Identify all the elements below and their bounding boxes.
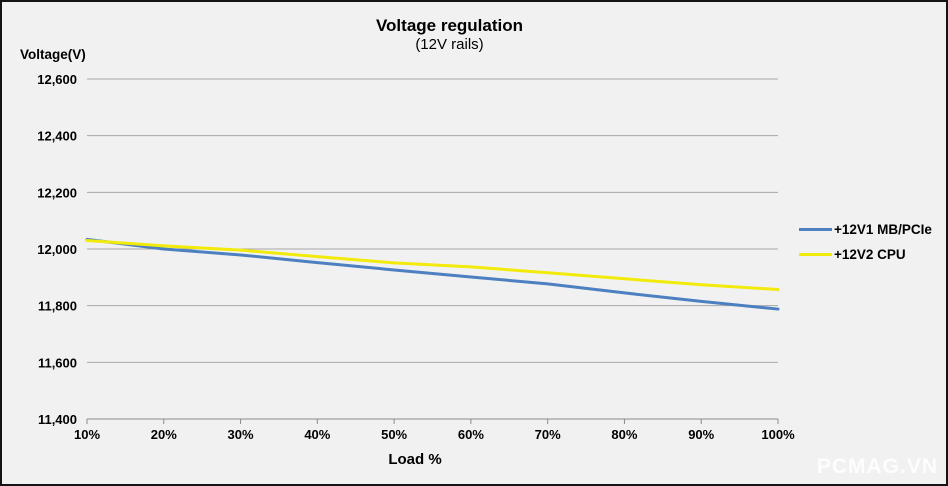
y-axis-title: Voltage(V): [20, 47, 86, 62]
x-tick-label: 70%: [535, 427, 561, 442]
legend-swatch-12v1: [799, 228, 832, 231]
y-tick-label: 11,600: [38, 355, 77, 370]
x-tick-label: 90%: [688, 427, 714, 442]
x-tick-label: 30%: [228, 427, 254, 442]
x-tick-label: 80%: [611, 427, 637, 442]
x-tick-label: 10%: [74, 427, 100, 442]
series-line-12v1: [85, 237, 780, 311]
x-tick-label: 100%: [761, 427, 795, 442]
watermark: PCMAG.VN: [816, 455, 938, 478]
y-tick-label: 12,600: [37, 72, 77, 87]
x-tick-label: 60%: [458, 427, 484, 442]
legend: +12V1 MB/PCIe +12V2 CPU: [799, 217, 932, 267]
y-tick-label: 12,000: [37, 242, 77, 257]
legend-item-12v1: +12V1 MB/PCIe: [799, 217, 932, 242]
legend-item-12v2: +12V2 CPU: [799, 242, 932, 267]
x-tick-label: 20%: [151, 427, 177, 442]
y-tick-label: 11,800: [38, 299, 77, 314]
series-line-12v2: [85, 239, 780, 292]
x-axis-title: Load %: [388, 451, 442, 468]
legend-swatch-12v2: [799, 253, 832, 256]
chart-title: Voltage regulation: [375, 16, 524, 35]
legend-label-12v2: +12V2 CPU: [834, 247, 906, 262]
y-tick-label: 12,400: [37, 129, 77, 144]
chart-subtitle: (12V rails): [415, 36, 484, 53]
x-tick-label: 50%: [381, 427, 407, 442]
y-tick-label: 11,400: [38, 412, 77, 427]
y-tick-label: 12,200: [37, 185, 77, 200]
legend-label-12v1: +12V1 MB/PCIe: [834, 222, 932, 237]
x-tick-label: 40%: [304, 427, 330, 442]
title-block: Voltage regulation (12V rails): [2, 16, 897, 54]
